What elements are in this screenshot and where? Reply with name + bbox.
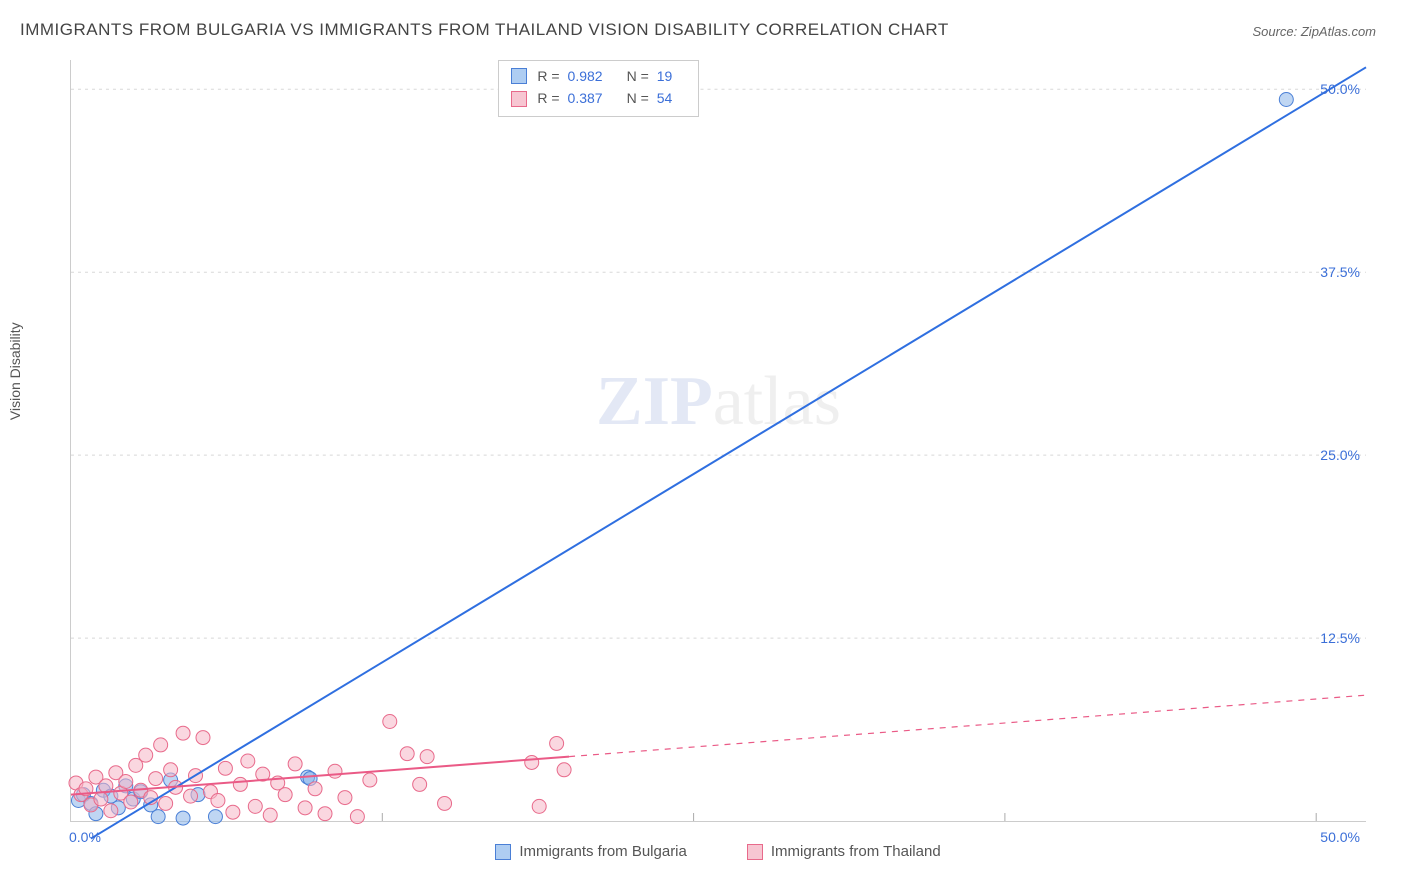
n-label: N = [627, 87, 649, 109]
swatch-series-1 [511, 91, 527, 107]
swatch-series-0 [511, 68, 527, 84]
r-label: R = [537, 87, 559, 109]
ytick-label: 25.0% [1320, 447, 1360, 463]
n-label: N = [627, 65, 649, 87]
y-axis-label: Vision Disability [7, 322, 23, 420]
scatter-svg [71, 60, 1366, 821]
legend-label-1: Immigrants from Thailand [771, 843, 941, 860]
source-attribution: Source: ZipAtlas.com [1252, 24, 1376, 39]
legend-item-1: Immigrants from Thailand [747, 843, 941, 860]
n-value-1: 54 [657, 87, 673, 109]
r-value-0: 0.982 [568, 65, 603, 87]
plot-area: ZIPatlas R = 0.982 N = 19 R = 0.387 N = … [70, 60, 1366, 822]
ytick-label: 37.5% [1320, 264, 1360, 280]
ytick-label: 12.5% [1320, 630, 1360, 646]
legend-swatch-1 [747, 844, 763, 860]
bottom-legend: Immigrants from Bulgaria Immigrants from… [70, 843, 1366, 860]
legend-item-0: Immigrants from Bulgaria [495, 843, 687, 860]
chart-container: Vision Disability ZIPatlas R = 0.982 N =… [20, 50, 1386, 872]
legend-label-0: Immigrants from Bulgaria [519, 843, 687, 860]
legend-swatch-0 [495, 844, 511, 860]
ytick-label: 50.0% [1320, 81, 1360, 97]
r-label: R = [537, 65, 559, 87]
r-value-1: 0.387 [568, 87, 603, 109]
stats-box: R = 0.982 N = 19 R = 0.387 N = 54 [498, 60, 699, 117]
n-value-0: 19 [657, 65, 673, 87]
chart-title: IMMIGRANTS FROM BULGARIA VS IMMIGRANTS F… [20, 20, 949, 40]
stats-row-series-0: R = 0.982 N = 19 [511, 65, 686, 87]
stats-row-series-1: R = 0.387 N = 54 [511, 87, 686, 109]
